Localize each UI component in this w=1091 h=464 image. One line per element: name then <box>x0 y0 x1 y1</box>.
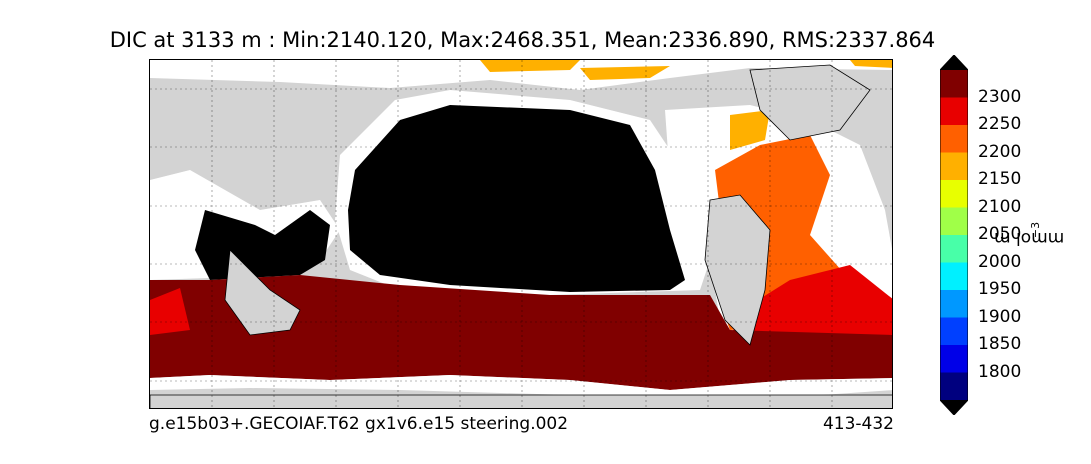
map-panel <box>149 59 893 409</box>
colorbar-tick-label: 1800 <box>978 361 1022 382</box>
colorbar-segment <box>940 345 968 373</box>
colorbar-segment <box>940 262 968 291</box>
australia <box>224 249 301 336</box>
greenland <box>749 64 871 141</box>
antarctica <box>150 394 892 408</box>
colorbar-segment <box>940 97 968 126</box>
southern-ocean-red-patch <box>150 288 190 335</box>
world-map <box>150 60 892 408</box>
run-id-label: g.e15b03+.GECOIAF.T62 gx1v6.e15 steering… <box>149 414 569 434</box>
colorbar-segment <box>940 317 968 346</box>
arctic-2200-b <box>580 66 670 80</box>
colorbar-segment <box>940 152 968 181</box>
colorbar-tick-label: 1900 <box>978 306 1022 327</box>
colorbar-segment <box>940 207 968 236</box>
arctic-2200-c <box>850 60 892 68</box>
colorbar-tick-label: 2200 <box>978 141 1022 162</box>
colorbar-tick-label: 1950 <box>978 279 1022 299</box>
south-america <box>704 194 771 346</box>
colorbar-tick-label: 1850 <box>978 334 1022 354</box>
colorbar-under-arrow <box>940 400 968 415</box>
year-range-label: 413-432 <box>822 414 894 434</box>
southern-ocean-dark-red <box>150 275 892 390</box>
colorbar-segment <box>940 125 968 153</box>
colorbar-over-arrow <box>940 55 968 70</box>
arctic-2200-a <box>480 60 580 72</box>
colorbar-segment <box>940 70 968 98</box>
gridlines <box>150 60 892 408</box>
colorbar-tick-label: 2100 <box>978 196 1022 217</box>
south-atlantic-2300-patch <box>730 265 892 335</box>
colorbar <box>940 55 968 415</box>
colorbar-segment <box>940 180 968 208</box>
colorbar-segment <box>940 290 968 318</box>
colorbar-tick-label: 2250 <box>978 114 1022 134</box>
atlantic-2200-patch <box>730 110 770 150</box>
colorbar-segment <box>940 372 968 401</box>
colorbar-tick-label: 2000 <box>978 251 1022 272</box>
plot-title: DIC at 3133 m : Min:2140.120, Max:2468.3… <box>109 28 936 52</box>
colorbar-tick-label: 2150 <box>978 169 1022 189</box>
colorbar-segment <box>940 235 968 263</box>
arctic-missing <box>150 60 892 90</box>
pacific-ocean-black <box>348 105 685 292</box>
colorbar-tick-label: 2300 <box>978 86 1022 107</box>
colorbar-tick-label: 2050 <box>978 224 1022 244</box>
